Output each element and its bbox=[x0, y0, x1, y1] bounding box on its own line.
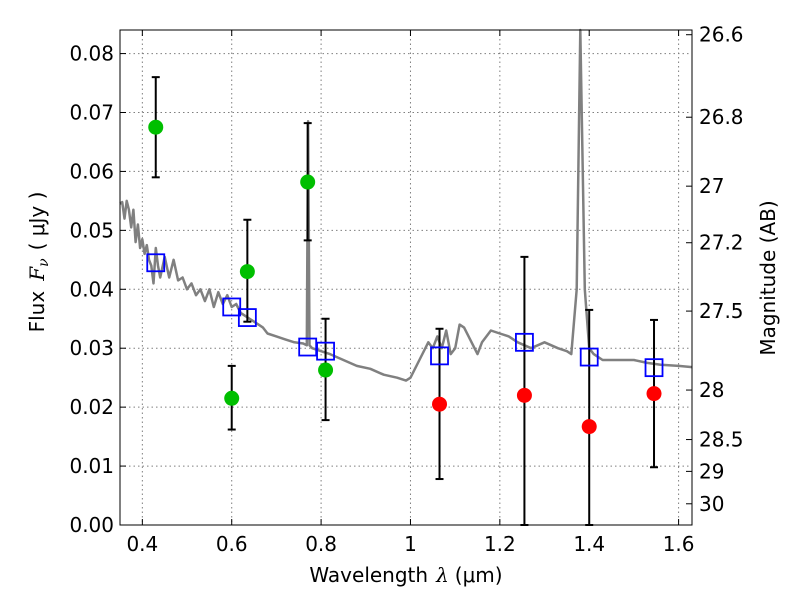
x-tick-label: 0.8 bbox=[305, 532, 337, 556]
x-tick-label: 1.4 bbox=[573, 532, 605, 556]
y-axis-label-subscript: ν bbox=[36, 258, 52, 267]
model-spectrum bbox=[119, 28, 693, 382]
y-tick-label: 0.06 bbox=[69, 159, 114, 183]
model-flux-marker bbox=[579, 347, 599, 367]
y-tick-label: 0.05 bbox=[69, 218, 114, 242]
model-flux-marker bbox=[222, 297, 242, 317]
model-flux-marker bbox=[644, 358, 664, 378]
x-tick-label: 1 bbox=[404, 532, 417, 556]
data-point bbox=[300, 174, 316, 190]
magnitude-tick-label: 30 bbox=[699, 492, 724, 516]
y-tick-label: 0.03 bbox=[69, 336, 114, 360]
plot-frame bbox=[119, 29, 693, 526]
x-axis-label-symbol: λ bbox=[435, 563, 449, 587]
data-point bbox=[148, 119, 164, 135]
data-markers bbox=[146, 119, 664, 435]
data-point bbox=[516, 387, 532, 403]
model-flux-marker bbox=[237, 308, 257, 327]
y-axis-label-prefix: Flux bbox=[25, 291, 49, 333]
x-axis-label-prefix: Wavelength bbox=[309, 563, 428, 587]
data-point bbox=[224, 390, 240, 406]
x-tick-label: 0.4 bbox=[126, 532, 158, 556]
y-axis-label-unit: ( μJy ) bbox=[25, 192, 49, 251]
model-spectrum-line bbox=[119, 28, 693, 382]
data-point bbox=[432, 396, 448, 412]
data-point bbox=[239, 264, 255, 280]
model-flux-marker bbox=[146, 253, 166, 273]
x-tick-label: 1.2 bbox=[484, 532, 516, 556]
y-tick-label: 0.02 bbox=[69, 395, 114, 419]
magnitude-tick-label: 26.6 bbox=[699, 23, 744, 47]
axis-ticks: 0.4 0.6 0.8 1 1.2 1.4 1.6 0.00 0.01 0.02 0.03 0.04 0… bbox=[69, 23, 743, 556]
model-flux-marker bbox=[430, 346, 449, 366]
x-axis-label-unit: (μm) bbox=[455, 563, 503, 587]
data-point bbox=[581, 419, 597, 435]
y-tick-label: 0.01 bbox=[69, 454, 114, 478]
y-tick-label: 0.00 bbox=[69, 513, 114, 537]
data-point bbox=[318, 362, 334, 378]
model-flux-marker bbox=[316, 341, 335, 361]
x-tick-label: 0.6 bbox=[216, 532, 248, 556]
magnitude-tick-label: 28 bbox=[699, 378, 724, 402]
grid bbox=[120, 30, 692, 526]
x-axis-label: Wavelength λ (μm) bbox=[309, 563, 502, 587]
magnitude-tick-label: 29 bbox=[699, 459, 724, 483]
y-axis-label-symbol: F bbox=[25, 266, 49, 282]
y-axis-label: Flux Fν ( μJy ) bbox=[25, 192, 52, 333]
magnitude-tick-label: 27.2 bbox=[699, 231, 744, 255]
magnitude-tick-label: 26.8 bbox=[699, 105, 744, 129]
y-tick-label: 0.04 bbox=[69, 277, 114, 301]
y2-axis-label: Magnitude (AB) bbox=[756, 200, 780, 355]
y-tick-label: 0.07 bbox=[69, 101, 114, 125]
magnitude-tick-label: 27.5 bbox=[699, 299, 744, 323]
x-tick-label: 1.6 bbox=[663, 532, 695, 556]
y-tick-label: 0.08 bbox=[69, 42, 114, 66]
data-point bbox=[646, 386, 662, 402]
model-flux-marker bbox=[515, 332, 534, 352]
magnitude-tick-label: 27 bbox=[699, 174, 724, 198]
magnitude-tick-label: 28.5 bbox=[699, 428, 744, 452]
